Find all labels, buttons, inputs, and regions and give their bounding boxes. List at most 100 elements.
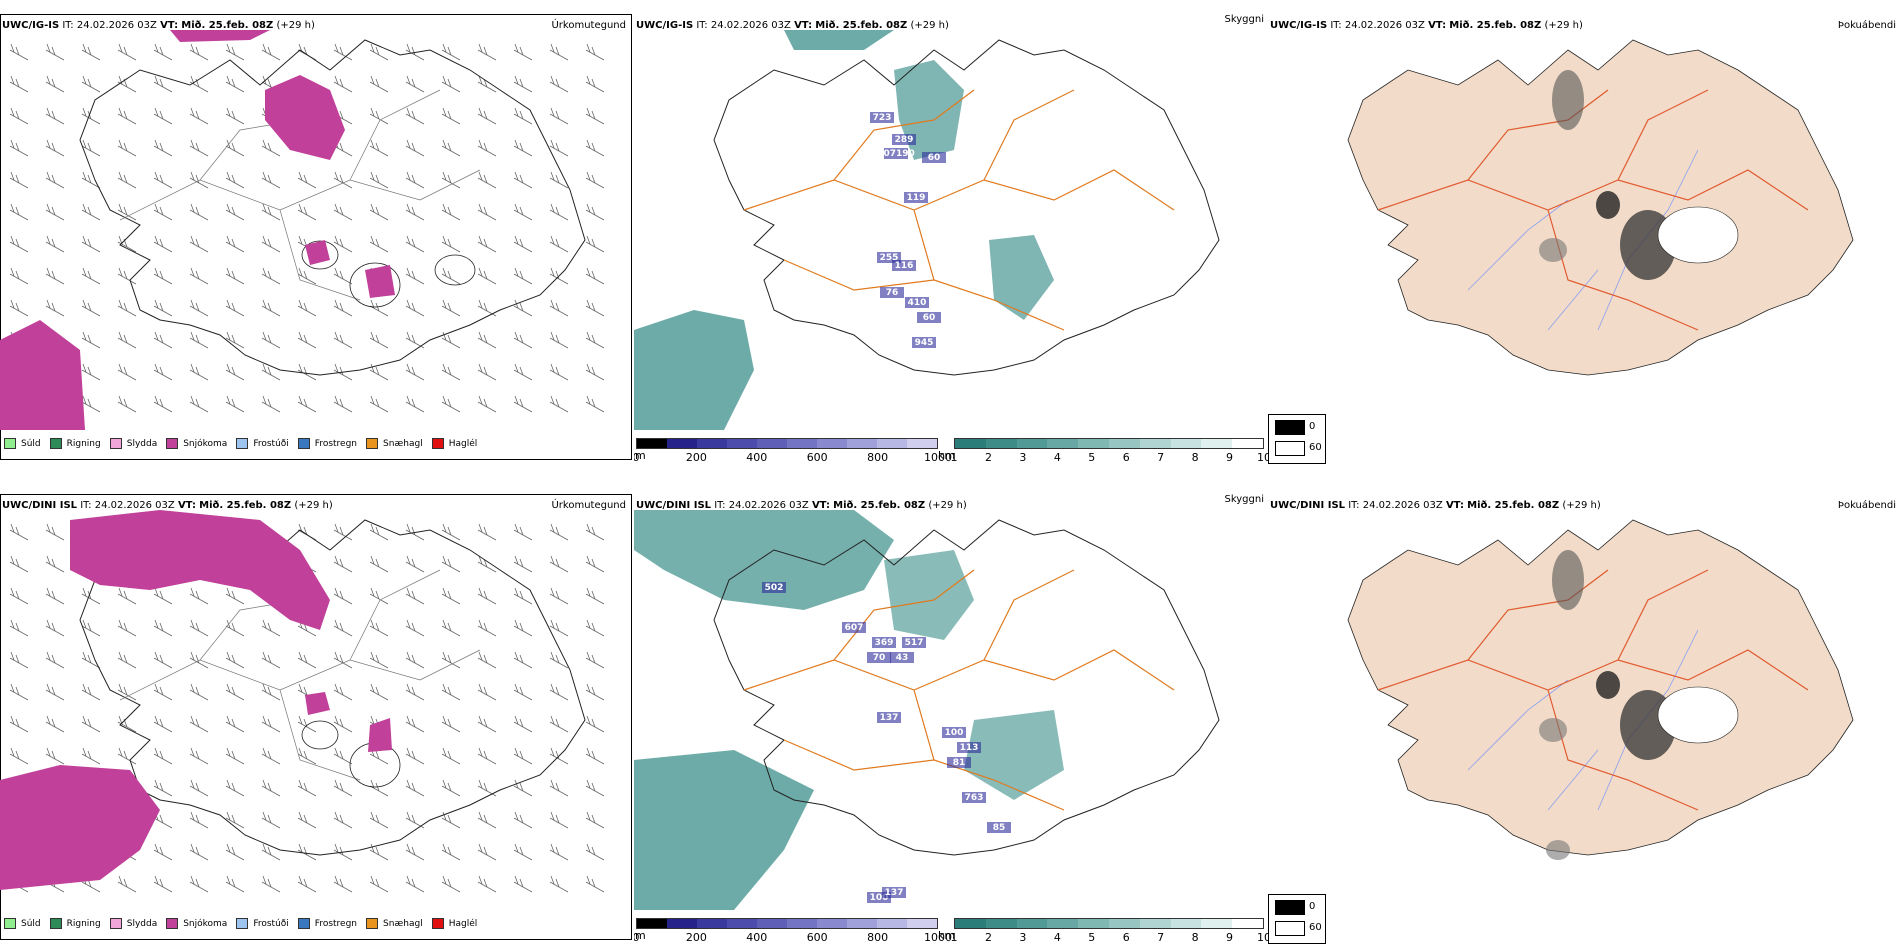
lead-time: (+29 h) [928, 500, 967, 511]
wind-barb [585, 555, 605, 573]
wind-barb [549, 299, 569, 317]
wind-barb [513, 555, 533, 573]
wind-barb [9, 299, 29, 317]
init-time: IT: 24.02.2026 03Z [714, 500, 809, 511]
wind-barb [81, 651, 101, 669]
wind-barb [549, 747, 569, 765]
map-frame [0, 14, 632, 460]
wind-barb [405, 587, 425, 605]
panel-title-precip: Úrkomutegund [551, 20, 626, 31]
wind-barb [333, 75, 353, 93]
panel-title-precip: Úrkomutegund [551, 500, 626, 511]
wind-barb [549, 43, 569, 61]
snow-area [170, 30, 270, 42]
wind-barb [9, 555, 29, 573]
wind-barb [405, 683, 425, 701]
cloud-base-label: 81 [953, 758, 966, 768]
wind-barb [513, 235, 533, 253]
low-visibility-area [634, 750, 814, 910]
wind-barb [225, 331, 245, 349]
wind-barb [189, 651, 209, 669]
wind-barb [9, 267, 29, 285]
wind-barb [117, 299, 137, 317]
fog-legend-box: 0 60 [1268, 414, 1326, 464]
wind-barb [477, 875, 497, 893]
legend-item-freezing-rain: Frostregn [297, 438, 357, 449]
wind-barb [81, 235, 101, 253]
fog-map [1347, 39, 1854, 376]
wind-barb [45, 555, 65, 573]
swatch [366, 918, 379, 929]
colorbar-segment [1201, 919, 1233, 928]
colorbar-segment [1108, 439, 1140, 448]
wind-barb [225, 779, 245, 797]
fog-legend-label: 60 [1309, 442, 1322, 453]
wind-barb [513, 267, 533, 285]
colorbar-segment [787, 919, 817, 928]
wind-barb [9, 75, 29, 93]
cloud-base-label: 100 [870, 893, 889, 903]
wind-barb [441, 363, 461, 381]
cloud-base-label: 107190 [877, 149, 915, 159]
low-visibility-area [634, 510, 894, 610]
wind-barb [549, 683, 569, 701]
wind-barb [513, 395, 533, 413]
fog-panel: UWC/DINI ISL IT: 24.02.2026 03Z VT: Mið.… [1268, 480, 1900, 950]
wind-barb [333, 523, 353, 541]
wind-barb [333, 395, 353, 413]
wind-barb [45, 107, 65, 125]
low-visibility-area [784, 30, 894, 50]
wind-barb [261, 299, 281, 317]
wind-barb [405, 875, 425, 893]
wind-barb [261, 171, 281, 189]
wind-barb [333, 363, 353, 381]
colorbar-tick-label: 600 [806, 931, 828, 944]
colorbar-segment [847, 439, 877, 448]
wind-barb [153, 843, 173, 861]
wind-barb [549, 811, 569, 829]
vis-ticks: 1 2 3 4 5 6 7 8 9 10 [951, 931, 1269, 945]
wind-barb [45, 523, 65, 541]
low-visibility-area [964, 710, 1064, 800]
swatch [166, 438, 179, 449]
colorbar-tick-label: 4 [1053, 451, 1061, 464]
iceland-outline [79, 39, 586, 376]
wind-barb [441, 139, 461, 157]
cloud-base-label-bg [842, 622, 866, 633]
precip-type-panel: UWC/DINI ISL IT: 24.02.2026 03Z VT: Mið.… [0, 480, 634, 950]
legend-label: Haglél [448, 438, 478, 449]
wind-barb [225, 651, 245, 669]
valid-label: VT: [177, 500, 196, 511]
colorbar-segment [1078, 919, 1109, 928]
colorbar-segment [847, 919, 877, 928]
wind-barb [153, 395, 173, 413]
wind-barb [225, 395, 245, 413]
wind-barb [549, 107, 569, 125]
wind-barb [513, 331, 533, 349]
wind-barb [369, 843, 389, 861]
wind-barb [81, 715, 101, 733]
valid-time: Mið. 25.feb. 08Z [833, 500, 926, 511]
wind-barb [369, 107, 389, 125]
swatch [109, 918, 122, 929]
fog-area [1596, 671, 1620, 699]
wind-barb [45, 267, 65, 285]
wind-barb [225, 107, 245, 125]
wind-barb [477, 331, 497, 349]
wind-barb [81, 619, 101, 637]
low-visibility-area [989, 235, 1054, 320]
colorbar-tick-label: 3 [1019, 931, 1027, 944]
wind-barb [153, 235, 173, 253]
wind-barb [117, 875, 137, 893]
wind-barb [189, 107, 209, 125]
wind-barb [585, 811, 605, 829]
wind-barb [477, 779, 497, 797]
wind-barb [333, 587, 353, 605]
wind-barb [9, 587, 29, 605]
colorbar-tick-label: 7 [1157, 451, 1165, 464]
wind-barb [549, 331, 569, 349]
cloud-base-label-bg [890, 652, 914, 663]
cloud-base-label-bg [917, 312, 941, 323]
swatch [4, 438, 16, 449]
